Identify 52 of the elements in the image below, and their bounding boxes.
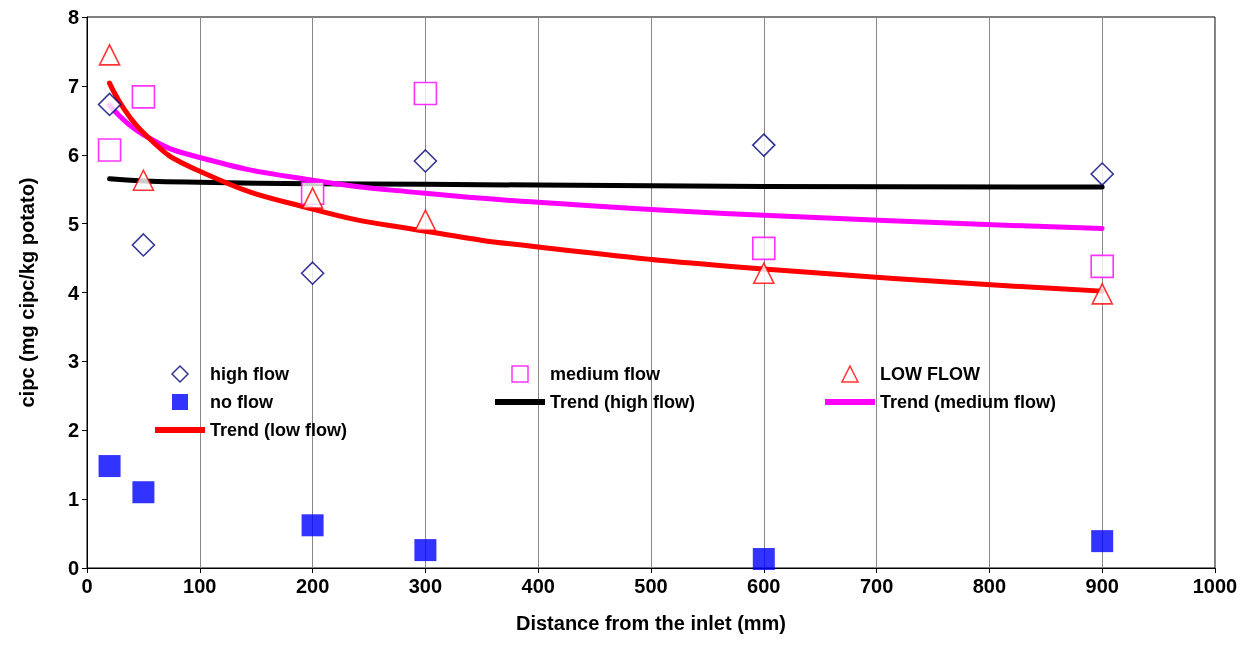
point — [752, 548, 775, 571]
point — [752, 133, 776, 157]
point — [1091, 283, 1113, 305]
point — [1090, 162, 1114, 186]
legend-label: no flow — [210, 392, 274, 412]
x-tick-label: 900 — [1085, 575, 1119, 597]
point — [413, 81, 438, 106]
point — [1090, 254, 1114, 279]
x-tick-label: 200 — [295, 575, 330, 597]
x-tick-label: 100 — [183, 575, 217, 597]
point — [97, 92, 122, 117]
point — [98, 455, 121, 478]
legend-label: Trend (medium flow) — [880, 392, 1057, 412]
y-tick-label: 1 — [67, 488, 79, 511]
y-axis-title: cipc (mg cipc/kg potato) — [16, 177, 38, 408]
x-tick-label: 400 — [521, 575, 555, 597]
legend-label: Trend (low flow) — [210, 420, 347, 440]
point — [414, 209, 437, 231]
point — [131, 85, 156, 109]
y-tick-label: 7 — [67, 74, 79, 97]
y-tick-label: 0 — [67, 557, 79, 579]
point — [97, 138, 122, 162]
point — [132, 169, 155, 192]
point — [301, 187, 324, 209]
y-tick-label: 5 — [67, 212, 79, 235]
y-tick-label: 4 — [67, 281, 80, 304]
x-tick-label: 0 — [81, 575, 93, 597]
point — [300, 261, 325, 286]
point — [413, 149, 438, 173]
point — [1091, 530, 1114, 553]
y-tick-label: 2 — [67, 419, 79, 442]
point — [131, 233, 156, 257]
legend-label: medium flow — [550, 364, 661, 384]
legend-label: Trend (high flow) — [550, 392, 695, 412]
x-tick-label: 800 — [972, 575, 1007, 597]
x-tick-label: 600 — [747, 575, 781, 597]
point — [752, 236, 776, 261]
y-tick-label: 6 — [67, 143, 79, 166]
point — [301, 514, 324, 537]
x-tick-label: 700 — [859, 575, 894, 597]
y-tick-label: 8 — [67, 6, 79, 28]
legend-label: LOW FLOW — [880, 364, 980, 384]
y-tick-label: 3 — [67, 350, 79, 373]
x-tick-label: 500 — [634, 575, 668, 597]
point — [753, 262, 775, 285]
point — [414, 539, 437, 562]
x-axis-title: Distance from the inlet (mm) — [515, 612, 787, 634]
point — [98, 44, 121, 66]
point — [132, 481, 155, 504]
x-tick-label: 300 — [408, 575, 443, 597]
x-tick-label: 1000 — [1192, 575, 1238, 597]
legend-label: high flow — [210, 364, 290, 384]
